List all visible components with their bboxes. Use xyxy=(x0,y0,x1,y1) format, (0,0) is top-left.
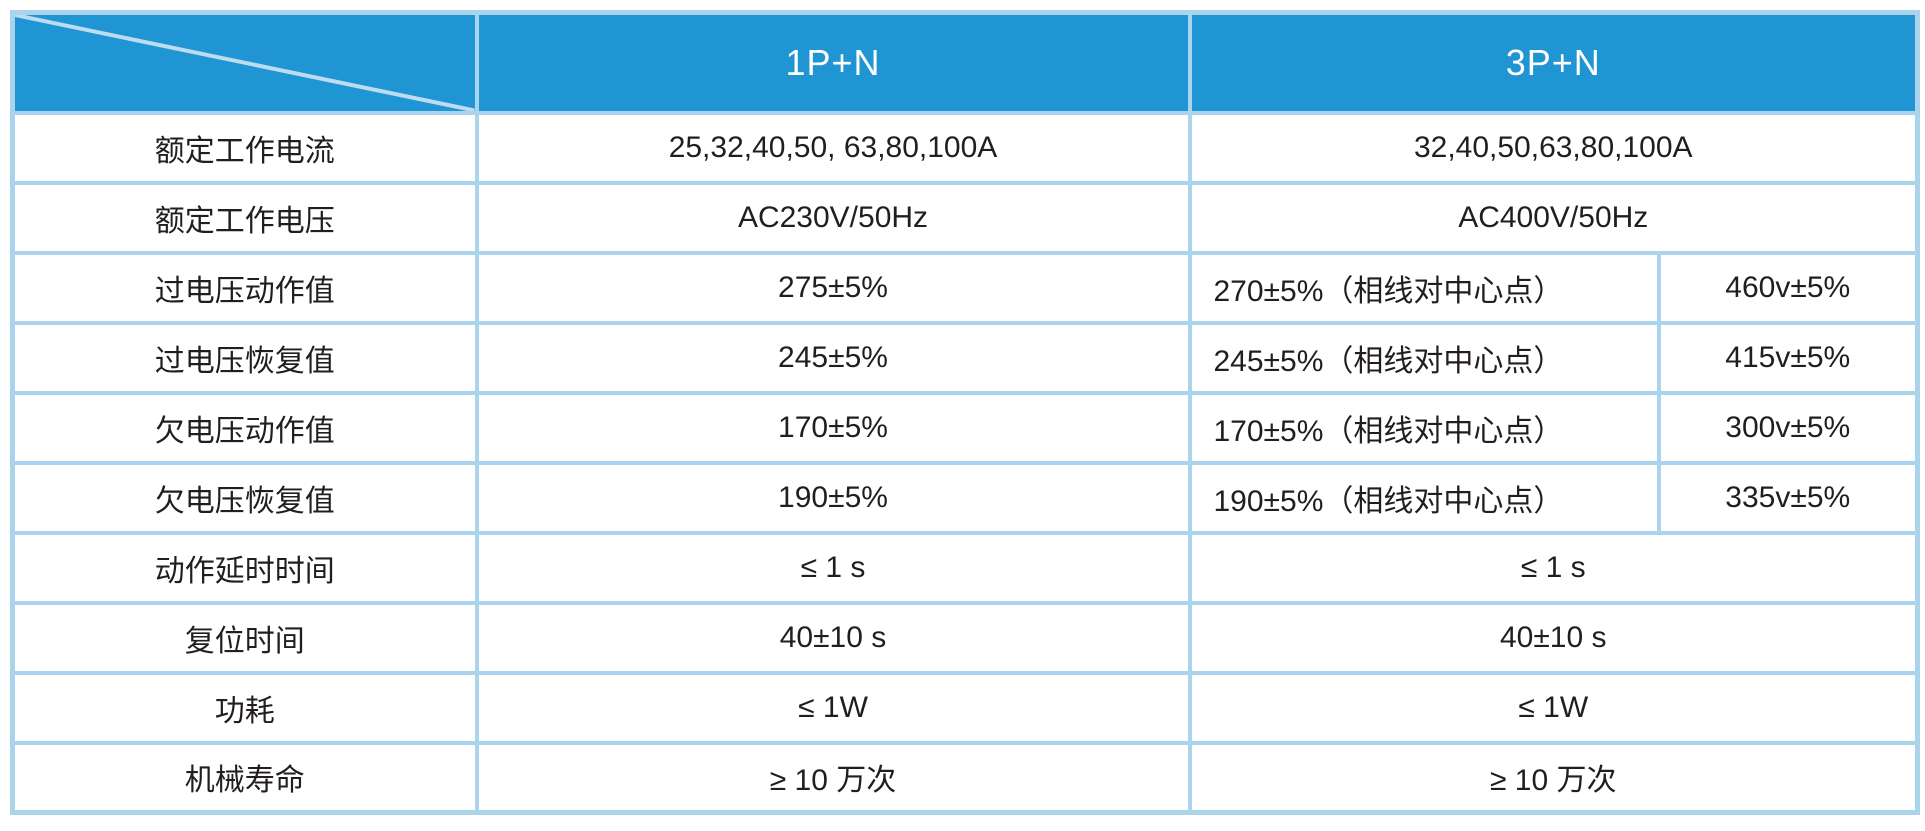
row-label-mechanical-life: 机械寿命 xyxy=(10,740,479,815)
cell-3pn-reset-time: 40±10 s xyxy=(1187,600,1920,675)
cell-1pn-overvoltage-trip: 275±5% xyxy=(474,250,1192,325)
column-header-3pn: 3P+N xyxy=(1187,10,1920,115)
cell-1pn-rated-current: 25,32,40,50, 63,80,100A xyxy=(474,110,1192,185)
cell-3pn-undervoltage-recovery-line: 335v±5% xyxy=(1656,460,1920,535)
table-row: 欠电压动作值 170±5% 170±5%（相线对中心点） 300v±5% xyxy=(10,390,1920,465)
cell-3pn-overvoltage-recovery-line: 415v±5% xyxy=(1656,320,1920,395)
table-row: 过电压动作值 275±5% 270±5%（相线对中心点） 460v±5% xyxy=(10,250,1920,325)
cell-1pn-reset-time: 40±10 s xyxy=(474,600,1192,675)
column-header-1pn: 1P+N xyxy=(474,10,1192,115)
cell-3pn-rated-voltage: AC400V/50Hz xyxy=(1187,180,1920,255)
row-label-power-consumption: 功耗 xyxy=(10,670,479,745)
row-label-rated-current: 额定工作电流 xyxy=(10,110,479,185)
table-row: 额定工作电流 25,32,40,50, 63,80,100A 32,40,50,… xyxy=(10,110,1920,185)
row-label-overvoltage-trip: 过电压动作值 xyxy=(10,250,479,325)
table-row: 功耗 ≤ 1W ≤ 1W xyxy=(10,670,1920,745)
cell-3pn-overvoltage-trip-line: 460v±5% xyxy=(1656,250,1920,325)
diagonal-divider-line xyxy=(15,15,475,111)
cell-3pn-undervoltage-trip-phase: 170±5%（相线对中心点） xyxy=(1187,390,1661,465)
cell-3pn-rated-current: 32,40,50,63,80,100A xyxy=(1187,110,1920,185)
cell-1pn-undervoltage-trip: 170±5% xyxy=(474,390,1192,465)
cell-3pn-power-consumption: ≤ 1W xyxy=(1187,670,1920,745)
table-row: 复位时间 40±10 s 40±10 s xyxy=(10,600,1920,675)
cell-3pn-overvoltage-trip-phase: 270±5%（相线对中心点） xyxy=(1187,250,1661,325)
table-row: 额定工作电压 AC230V/50Hz AC400V/50Hz xyxy=(10,180,1920,255)
row-label-overvoltage-recovery: 过电压恢复值 xyxy=(10,320,479,395)
row-label-action-delay: 动作延时时间 xyxy=(10,530,479,605)
cell-3pn-undervoltage-trip-line: 300v±5% xyxy=(1656,390,1920,465)
cell-3pn-mechanical-life: ≥ 10 万次 xyxy=(1187,740,1920,815)
cell-1pn-mechanical-life: ≥ 10 万次 xyxy=(474,740,1192,815)
table-row: 过电压恢复值 245±5% 245±5%（相线对中心点） 415v±5% xyxy=(10,320,1920,395)
cell-3pn-action-delay: ≤ 1 s xyxy=(1187,530,1920,605)
row-label-reset-time: 复位时间 xyxy=(10,600,479,675)
cell-1pn-undervoltage-recovery: 190±5% xyxy=(474,460,1192,535)
cell-3pn-undervoltage-recovery-phase: 190±5%（相线对中心点） xyxy=(1187,460,1661,535)
cell-1pn-power-consumption: ≤ 1W xyxy=(474,670,1192,745)
corner-cell xyxy=(10,10,479,115)
table-row: 欠电压恢复值 190±5% 190±5%（相线对中心点） 335v±5% xyxy=(10,460,1920,535)
cell-1pn-overvoltage-recovery: 245±5% xyxy=(474,320,1192,395)
row-label-undervoltage-recovery: 欠电压恢复值 xyxy=(10,460,479,535)
cell-1pn-action-delay: ≤ 1 s xyxy=(474,530,1192,605)
row-label-undervoltage-trip: 欠电压动作值 xyxy=(10,390,479,465)
row-label-rated-voltage: 额定工作电压 xyxy=(10,180,479,255)
cell-1pn-rated-voltage: AC230V/50Hz xyxy=(474,180,1192,255)
cell-3pn-overvoltage-recovery-phase: 245±5%（相线对中心点） xyxy=(1187,320,1661,395)
header-row: 1P+N 3P+N xyxy=(10,10,1920,115)
table-row: 动作延时时间 ≤ 1 s ≤ 1 s xyxy=(10,530,1920,605)
spec-table: 1P+N 3P+N 额定工作电流 25,32,40,50, 63,80,100A… xyxy=(10,10,1920,815)
table-row: 机械寿命 ≥ 10 万次 ≥ 10 万次 xyxy=(10,740,1920,815)
